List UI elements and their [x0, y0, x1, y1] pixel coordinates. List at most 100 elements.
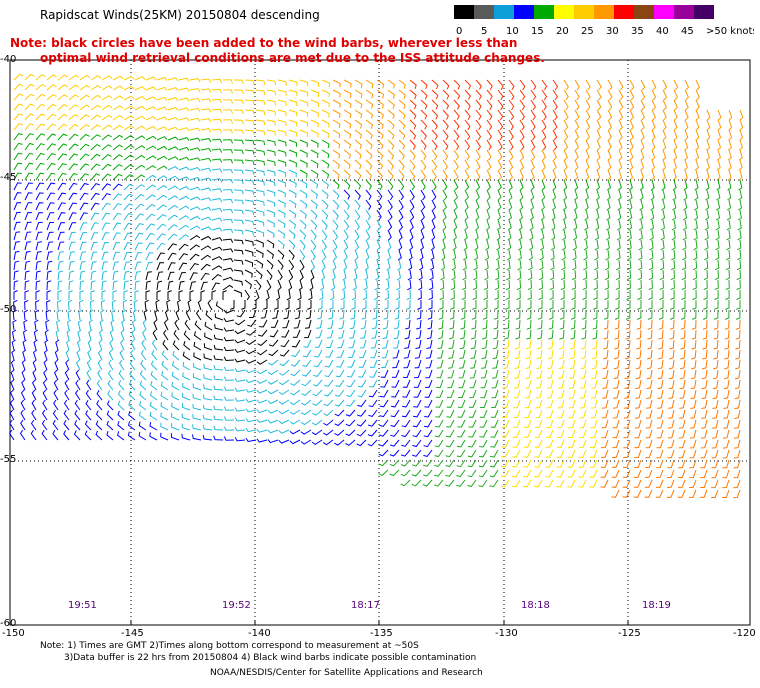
- wind-barb: [475, 179, 481, 191]
- wind-barb: [703, 259, 709, 271]
- wind-barb: [527, 300, 532, 310]
- wind-barb: [132, 309, 137, 321]
- wind-barb: [668, 389, 675, 399]
- wind-barb: [629, 89, 635, 101]
- wind-barb: [277, 219, 286, 229]
- wind-barb: [299, 199, 308, 209]
- wind-barb: [42, 389, 48, 401]
- wind-barb: [407, 269, 412, 281]
- wind-barb: [288, 269, 294, 281]
- wind-barb: [348, 349, 356, 358]
- wind-barb: [648, 279, 653, 291]
- wind-barb: [704, 219, 709, 231]
- wind-barb: [580, 359, 587, 370]
- wind-barb: [472, 279, 478, 291]
- wind-barb: [658, 329, 664, 340]
- scale-label: 35: [631, 26, 644, 37]
- wind-barb: [189, 78, 201, 83]
- wind-barb: [123, 134, 135, 141]
- wind-barb: [86, 359, 92, 371]
- wind-barb: [299, 209, 307, 219]
- wind-barb: [378, 459, 389, 467]
- wind-barb: [726, 229, 731, 241]
- wind-barb: [600, 479, 609, 488]
- wind-barb: [277, 269, 283, 281]
- wind-barb: [277, 229, 286, 239]
- wind-barb: [134, 86, 146, 91]
- wind-barb: [585, 79, 591, 91]
- wind-barb: [257, 339, 268, 346]
- wind-barb: [650, 209, 655, 221]
- wind-barb: [326, 329, 334, 339]
- wind-barb: [53, 389, 59, 401]
- wind-barb: [683, 179, 688, 191]
- wind-barb: [267, 389, 279, 395]
- wind-barb: [42, 379, 48, 391]
- wind-barb: [541, 89, 548, 101]
- wind-barb: [447, 369, 455, 379]
- wind-barb: [112, 124, 124, 131]
- wind-barb: [128, 411, 136, 421]
- wind-barb: [343, 219, 350, 231]
- wind-barb: [245, 437, 257, 443]
- wind-barb: [733, 469, 741, 479]
- wind-barb: [471, 309, 477, 320]
- wind-barb: [409, 219, 414, 231]
- wind-barb: [106, 400, 114, 411]
- wind-barb: [43, 369, 48, 381]
- wind-barb: [13, 133, 23, 141]
- wind-barb: [134, 135, 146, 141]
- wind-barb: [277, 209, 286, 218]
- wind-barb: [222, 290, 227, 300]
- wind-barb: [222, 159, 234, 164]
- wind-barb: [354, 139, 362, 149]
- wind-barb: [183, 341, 191, 351]
- wind-barb: [376, 239, 381, 251]
- wind-barb: [537, 319, 543, 330]
- wind-barb: [734, 409, 741, 419]
- wind-barb: [362, 289, 368, 301]
- wind-barb: [579, 419, 587, 429]
- wind-barb: [391, 389, 400, 398]
- wind-barb: [77, 319, 83, 331]
- wind-barb: [101, 95, 113, 101]
- wind-barb: [46, 241, 54, 251]
- wind-barb: [525, 349, 532, 360]
- wind-barb: [222, 228, 234, 234]
- wind-barb: [272, 309, 279, 319]
- wind-barb: [101, 114, 113, 121]
- wind-barb: [497, 149, 503, 161]
- wind-barb: [691, 319, 697, 330]
- wind-barb: [673, 119, 678, 131]
- wind-barb: [689, 459, 697, 469]
- wind-barb: [292, 339, 301, 348]
- wind-barb: [484, 249, 490, 261]
- wind-barb: [387, 229, 392, 241]
- wind-barb: [681, 289, 686, 300]
- wind-barb: [514, 339, 521, 350]
- wind-barb: [211, 265, 223, 271]
- wind-barb: [288, 99, 298, 107]
- wind-barb: [497, 119, 504, 131]
- wind-barb: [322, 439, 334, 446]
- wind-barb: [670, 300, 675, 310]
- wind-barb: [470, 339, 477, 350]
- wind-barb: [617, 219, 622, 231]
- wind-barb: [310, 109, 319, 118]
- wind-barb: [727, 149, 732, 161]
- wind-barb: [680, 339, 686, 350]
- wind-barb: [68, 231, 76, 241]
- wind-barb: [341, 279, 346, 291]
- wind-barb: [117, 431, 125, 441]
- wind-barb: [153, 319, 158, 331]
- wind-barb: [145, 213, 156, 221]
- wind-barb: [613, 379, 620, 389]
- wind-barb: [56, 319, 61, 331]
- wind-barb: [222, 149, 234, 154]
- wind-barb: [112, 270, 119, 281]
- wind-barb: [722, 439, 730, 449]
- wind-barb: [626, 289, 631, 300]
- wind-barb: [578, 459, 587, 468]
- wind-barb: [497, 209, 502, 221]
- wind-barb: [563, 189, 568, 201]
